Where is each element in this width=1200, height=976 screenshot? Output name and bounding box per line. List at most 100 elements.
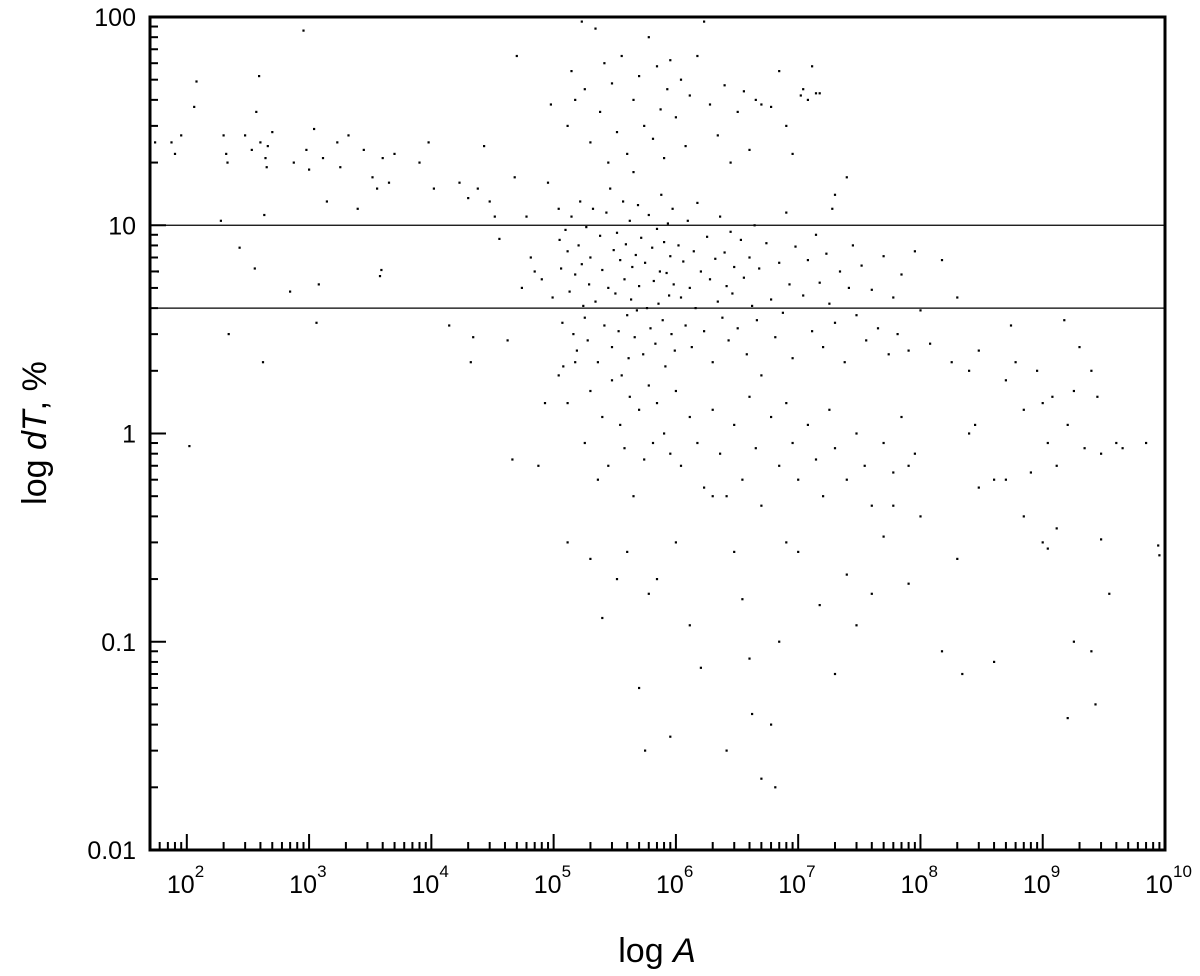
data-point (900, 273, 903, 276)
data-point (620, 374, 623, 377)
x-axis-ticks (149, 834, 1166, 850)
data-point (714, 257, 717, 260)
data-point (1055, 464, 1058, 467)
data-point (716, 300, 719, 303)
data-point (847, 286, 850, 289)
data-point (615, 231, 619, 234)
data-point (1066, 717, 1069, 720)
data-point (870, 288, 873, 291)
data-point (558, 238, 561, 241)
data-point (622, 200, 625, 203)
y-axis-title-variable: dT (16, 408, 54, 450)
data-point (601, 616, 604, 620)
data-point (1009, 324, 1013, 327)
data-point (770, 723, 773, 726)
data-point (289, 290, 292, 293)
data-point (716, 134, 719, 137)
data-point (733, 265, 736, 269)
data-point (778, 70, 781, 73)
data-point (770, 298, 773, 301)
x-tick-label-base: 10 (534, 871, 562, 899)
data-point (589, 389, 592, 393)
data-point (791, 357, 794, 360)
data-point (669, 452, 672, 455)
x-tick-label-exponent: 2 (195, 862, 204, 881)
data-point (907, 349, 910, 352)
data-point (599, 234, 602, 237)
data-point (733, 423, 736, 426)
data-point (623, 447, 626, 450)
data-point (623, 278, 626, 281)
data-point (557, 374, 560, 377)
data-point (663, 157, 666, 160)
data-point (865, 339, 868, 342)
data-point (371, 176, 374, 179)
data-point (647, 36, 650, 39)
data-point (180, 134, 183, 137)
data-point (725, 285, 728, 288)
data-point (760, 374, 763, 377)
data-point (651, 246, 654, 249)
data-point (679, 464, 683, 467)
y-tick-label: 10 (108, 212, 136, 240)
data-point (376, 187, 379, 190)
data-point (601, 415, 604, 419)
data-point (188, 445, 191, 448)
data-point (173, 152, 177, 155)
x-tick-label: 10 (411, 871, 439, 899)
data-point (607, 161, 610, 164)
data-point (1022, 408, 1025, 411)
data-point (828, 302, 831, 305)
data-point (596, 361, 599, 364)
data-point (652, 279, 655, 283)
reference-lines (150, 224, 1165, 309)
data-point (1022, 515, 1025, 518)
data-point (651, 137, 655, 140)
data-point (610, 379, 614, 382)
data-point (607, 286, 610, 289)
data-point (614, 292, 617, 295)
data-point (638, 686, 641, 690)
data-point (870, 504, 873, 507)
data-point (575, 349, 578, 352)
data-point (255, 110, 258, 113)
data-point (711, 495, 714, 498)
data-point (570, 215, 573, 218)
data-point (302, 29, 305, 32)
data-point (659, 108, 662, 111)
data-point (655, 227, 659, 230)
data-point (892, 296, 895, 299)
x-tick-label-base: 10 (778, 871, 806, 899)
data-point (655, 402, 659, 405)
data-point (1115, 441, 1118, 445)
data-point (654, 342, 657, 345)
data-point (806, 98, 809, 101)
data-point (583, 316, 586, 319)
data-point (537, 464, 540, 467)
data-point (907, 464, 910, 467)
data-point (472, 336, 475, 339)
y-axis-title: log dT, % (16, 361, 54, 505)
data-point (564, 228, 567, 231)
data-point (833, 321, 837, 324)
data-point (785, 124, 788, 127)
data-point (876, 327, 880, 330)
data-point (259, 141, 262, 144)
data-point (271, 131, 274, 134)
data-point (574, 361, 577, 364)
data-point (638, 285, 641, 288)
data-point (686, 219, 689, 222)
data-point (814, 92, 818, 95)
data-point (515, 54, 518, 58)
data-point (336, 141, 339, 144)
data-point (733, 550, 736, 553)
data-point (860, 264, 863, 267)
data-point (703, 330, 706, 333)
data-point (919, 515, 922, 518)
y-tick-label: 0.1 (101, 629, 136, 657)
data-point (543, 402, 547, 405)
data-point (977, 349, 980, 352)
data-point (1036, 369, 1039, 372)
x-tick-label-base: 10 (656, 871, 684, 899)
data-point (688, 415, 691, 419)
